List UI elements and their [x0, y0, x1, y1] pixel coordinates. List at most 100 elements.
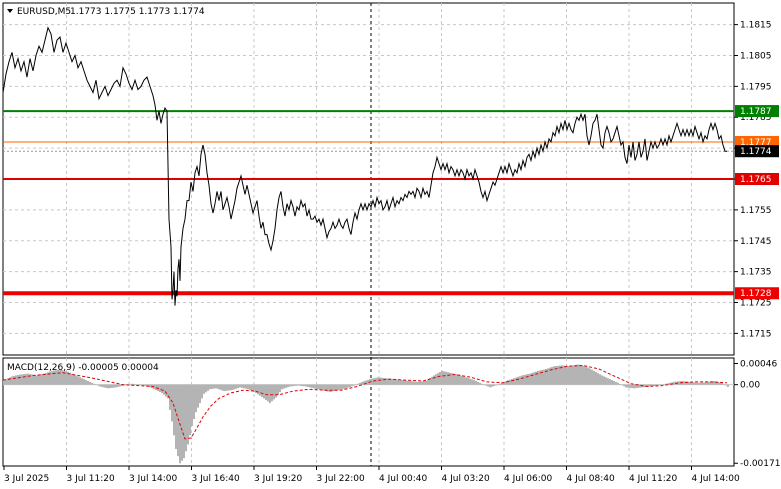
macd-bar: [37, 375, 39, 385]
macd-bar: [45, 372, 47, 385]
macd-bar: [537, 370, 539, 385]
macd-bar: [355, 384, 357, 386]
macd-bar: [297, 384, 299, 386]
macd-bar: [423, 381, 425, 385]
horizontal-levels[interactable]: [3, 110, 734, 296]
macd-bar: [471, 379, 473, 385]
macd-bar: [391, 378, 393, 385]
macd-bar: [285, 384, 287, 388]
macd-bar: [335, 384, 337, 391]
y-tick-label: 1.1725: [740, 299, 772, 309]
macd-bar: [203, 384, 205, 394]
macd-bar: [211, 384, 213, 389]
macd-bar: [569, 366, 571, 385]
macd-bar: [455, 374, 457, 385]
level-label-box: [735, 287, 779, 300]
macd-bar: [527, 374, 529, 385]
macd-bar: [445, 371, 447, 385]
macd-bar: [137, 384, 139, 385]
macd-bar: [611, 380, 613, 385]
macd-bar: [435, 374, 437, 385]
macd-bar: [665, 383, 667, 385]
macd-bar: [87, 380, 89, 385]
macd-bar: [413, 381, 415, 385]
y-tick-label: 1.1795: [740, 82, 772, 92]
macd-bar: [263, 384, 265, 399]
macd-bar: [691, 382, 693, 385]
macd-bar: [571, 365, 573, 385]
macd-bar: [141, 384, 143, 386]
macd-bar: [387, 378, 389, 385]
macd-bar: [477, 381, 479, 385]
macd-bar: [313, 384, 315, 389]
macd-bar: [125, 384, 127, 386]
macd-bar: [701, 382, 703, 385]
macd-bar: [523, 375, 525, 385]
macd-bar: [161, 384, 163, 393]
macd-bar: [489, 384, 491, 388]
macd-bar: [249, 384, 251, 391]
macd-bar: [77, 376, 79, 385]
macd-bar: [21, 374, 23, 385]
macd-bar: [253, 384, 255, 393]
macd-bar: [689, 381, 691, 385]
macd-bar: [395, 379, 397, 385]
macd-bar: [381, 377, 383, 385]
macd-bar: [39, 374, 41, 385]
macd-bar: [195, 384, 197, 413]
macd-bar: [291, 384, 293, 387]
macd-bar: [339, 384, 341, 390]
macd-bar: [223, 384, 225, 392]
macd-bar: [145, 384, 147, 387]
macd-bar: [279, 384, 281, 393]
macd-bar: [173, 384, 175, 436]
macd-bar: [255, 384, 257, 393]
macd-bar: [493, 384, 495, 387]
macd-bar: [341, 384, 343, 390]
macd-bar: [241, 384, 243, 388]
chart-header: EURUSD,M5 1.1773 1.1775 1.1773 1.1774: [7, 7, 205, 17]
macd-bar: [419, 381, 421, 385]
macd-bar: [577, 364, 579, 385]
macd-bar: [521, 375, 523, 385]
macd-bar: [457, 374, 459, 385]
macd-bar: [373, 378, 375, 385]
macd-bar: [627, 384, 629, 388]
macd-bar: [167, 384, 169, 399]
macd-bar: [115, 384, 117, 388]
y-tick-label: 1.1755: [740, 206, 772, 216]
macd-bar: [673, 381, 675, 385]
macd-bar: [149, 384, 151, 388]
macd-bar: [345, 384, 347, 389]
macd-bar: [147, 384, 149, 387]
macd-bar: [465, 377, 467, 385]
macd-bar: [579, 364, 581, 385]
macd-bar: [593, 370, 595, 385]
x-tick-label: 4 Jul 11:20: [629, 474, 678, 484]
macd-bar: [79, 377, 81, 385]
level-label-box: [735, 105, 779, 118]
macd-bar: [587, 367, 589, 385]
macd-bar: [55, 370, 57, 385]
macd-bar: [543, 369, 545, 385]
macd-bar: [225, 384, 227, 391]
macd-bar: [175, 384, 177, 449]
macd-bar: [119, 384, 121, 387]
x-tick-label: 4 Jul 08:40: [567, 474, 616, 484]
level-label-text: 1.1765: [740, 175, 772, 185]
macd-bar: [629, 384, 631, 388]
ohlc-values: 1.1773 1.1775 1.1773 1.1774: [70, 7, 205, 17]
triangle-down-icon[interactable]: [7, 9, 13, 13]
macd-bar: [715, 381, 717, 385]
macd-signal-path: [2, 364, 728, 440]
macd-bar: [199, 384, 201, 404]
macd-bar: [333, 384, 335, 392]
level-label-box: [735, 135, 779, 148]
macd-bar: [727, 384, 729, 387]
macd-bar: [103, 384, 105, 388]
y-tick-label: 1.1785: [740, 113, 772, 123]
macd-bar: [661, 384, 663, 386]
macd-bar: [449, 372, 451, 385]
macd-bar: [473, 380, 475, 385]
